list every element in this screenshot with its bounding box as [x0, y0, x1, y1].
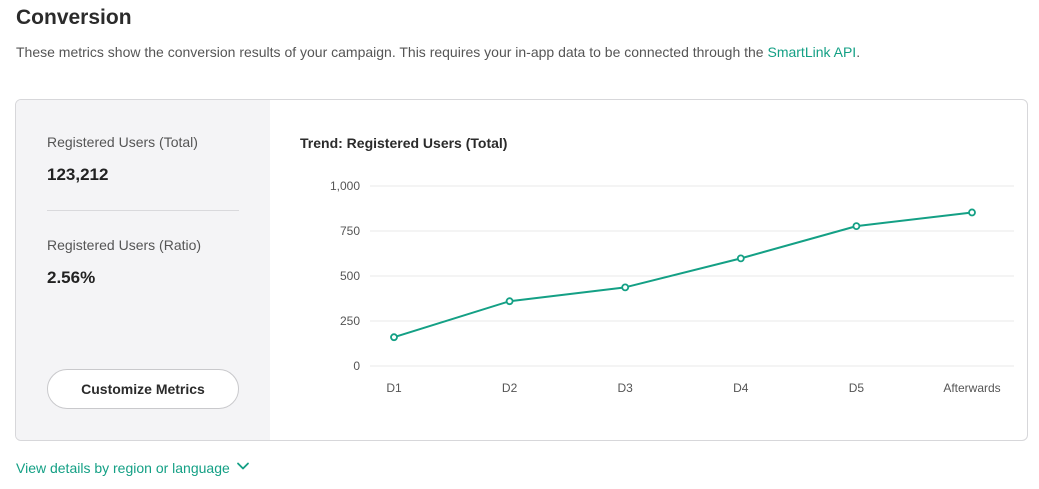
- description-text: These metrics show the conversion result…: [16, 44, 768, 60]
- metric-value-ratio: 2.56%: [47, 268, 96, 287]
- trend-chart: 0 250 500 750 1,000 D1 D2 D3 D4 D5 Afterwards: [330, 179, 1014, 395]
- y-tick-label: 500: [340, 269, 360, 283]
- data-point: [390, 333, 398, 342]
- data-point: [968, 208, 976, 217]
- x-tick-label: D5: [849, 381, 865, 395]
- metric-value-total: 123,212: [47, 165, 109, 184]
- metrics-divider: [47, 210, 239, 211]
- metric-label-total: Registered Users (Total): [47, 134, 198, 150]
- smartlink-api-link[interactable]: SmartLink API: [767, 44, 857, 60]
- conversion-card: Registered Users (Total) 123,212 Registe…: [15, 99, 1028, 441]
- data-point: [621, 283, 630, 292]
- y-tick-label: 1,000: [330, 179, 360, 193]
- x-tick-label: D3: [618, 381, 634, 395]
- data-point: [852, 222, 861, 231]
- y-tick-label: 0: [353, 359, 360, 373]
- data-point: [736, 254, 745, 263]
- chevron-down-icon: [236, 459, 250, 476]
- view-details-label: View details by region or language: [16, 459, 230, 476]
- chart-title: Trend: Registered Users (Total): [300, 135, 508, 151]
- y-tick-label: 750: [340, 224, 360, 238]
- x-tick-label: D2: [502, 381, 518, 395]
- x-tick-label: Afterwards: [943, 381, 1000, 395]
- description-suffix: .: [856, 44, 861, 60]
- x-tick-label: D1: [386, 381, 402, 395]
- metrics-sidebar: Registered Users (Total) 123,212 Registe…: [16, 100, 270, 440]
- view-details-link[interactable]: View details by region or language: [16, 459, 250, 476]
- section-title: Conversion: [16, 6, 132, 29]
- metric-label-ratio: Registered Users (Ratio): [47, 237, 202, 253]
- y-tick-label: 250: [340, 314, 360, 328]
- section-description: These metrics show the conversion result…: [16, 44, 860, 60]
- series-line: [393, 211, 973, 339]
- customize-metrics-button[interactable]: Customize Metrics: [47, 369, 239, 409]
- data-point: [505, 297, 514, 306]
- x-tick-label: D4: [733, 381, 749, 395]
